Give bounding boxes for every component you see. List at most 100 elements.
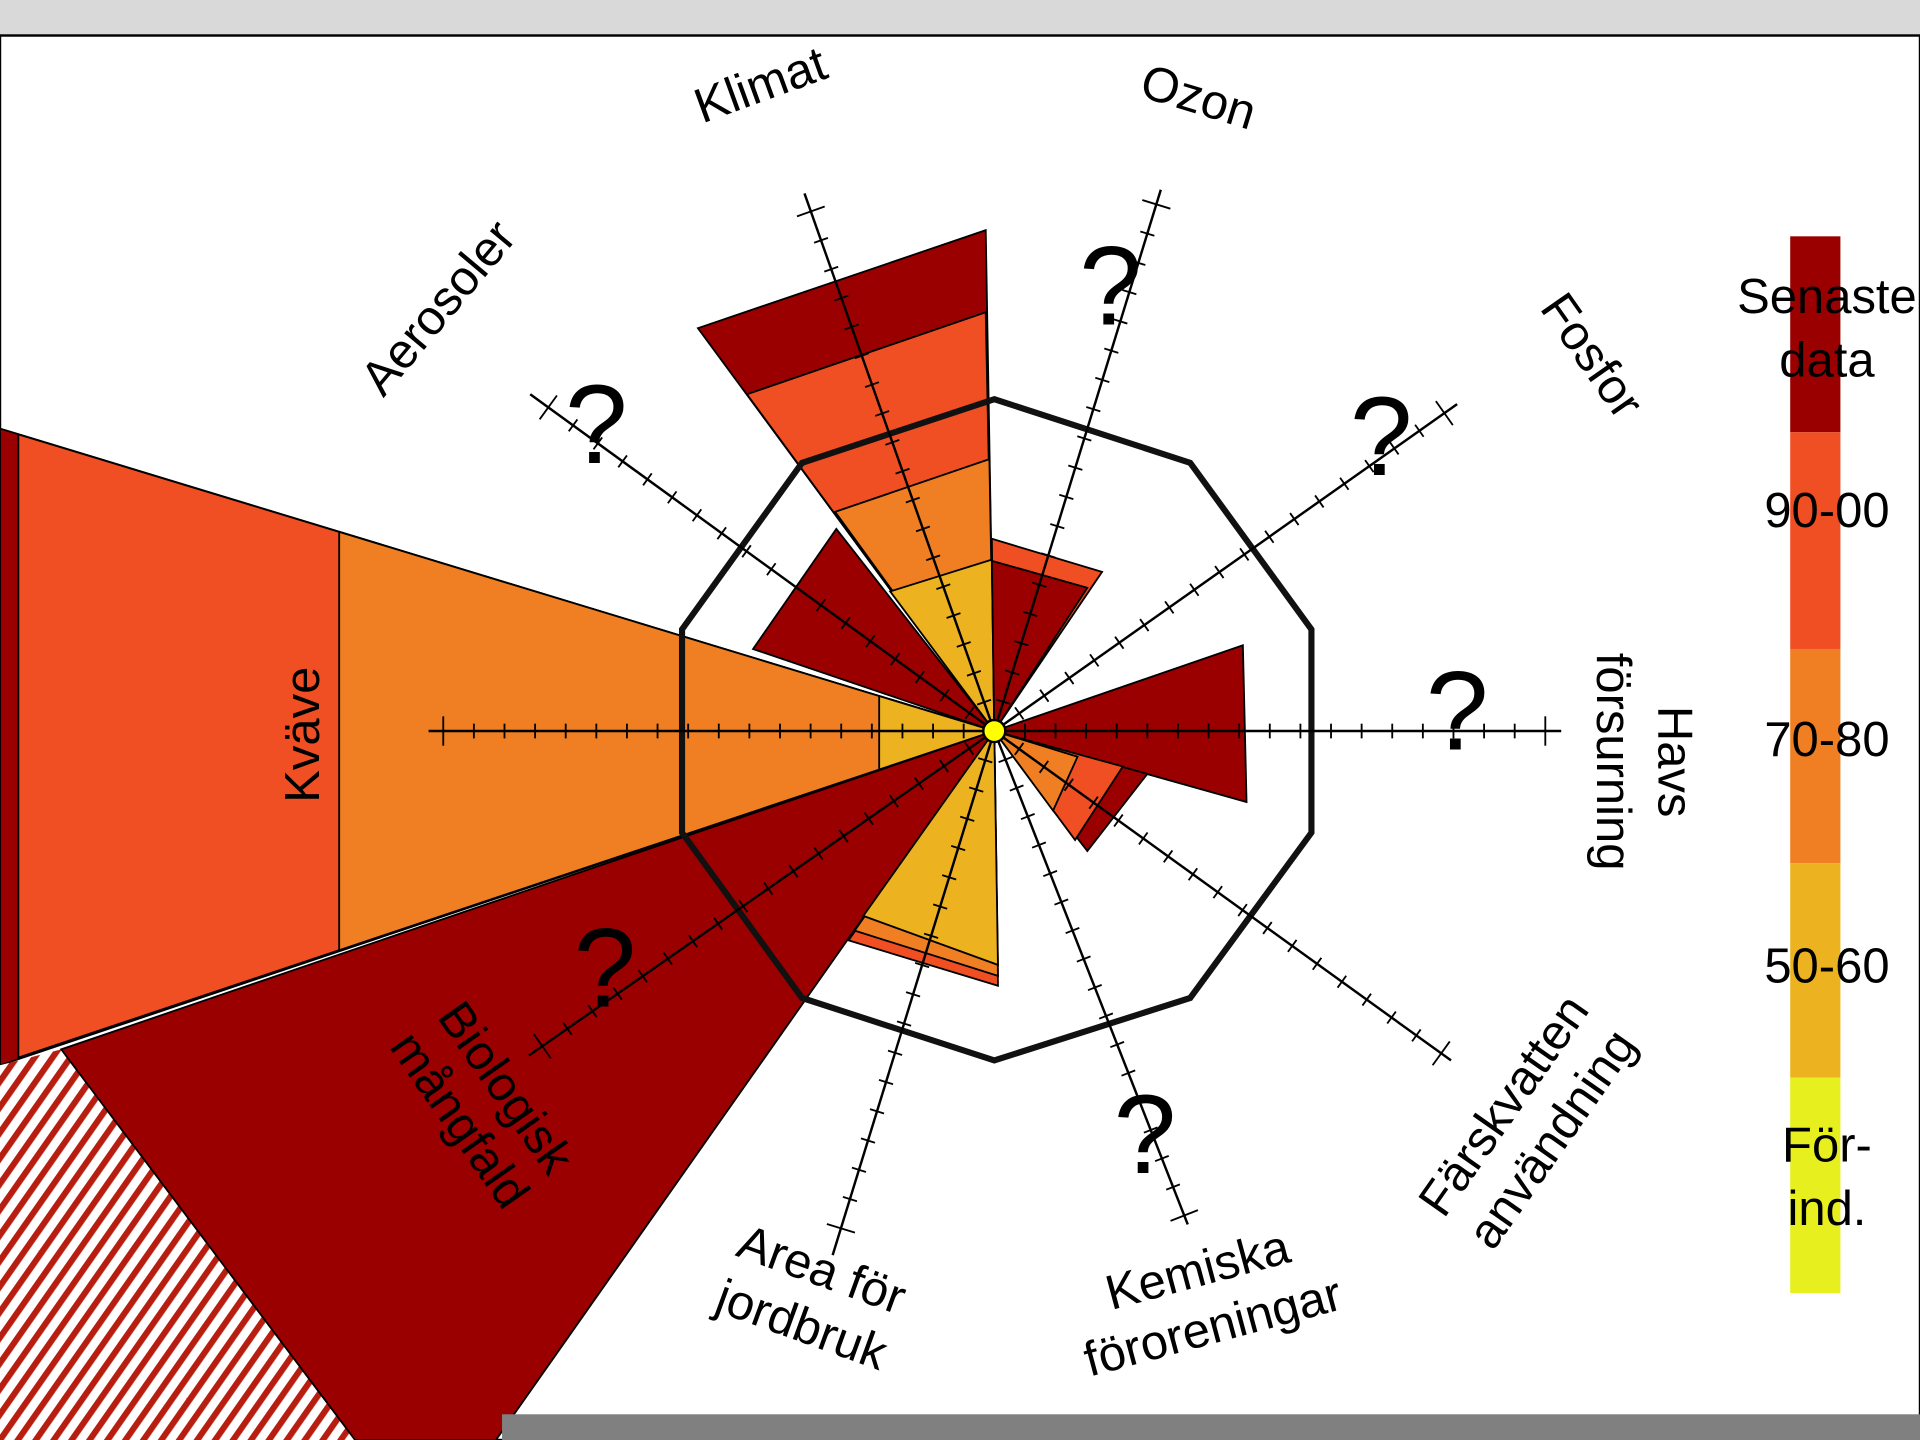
axis-tick [1142,199,1171,210]
legend-swatch [1790,648,1841,864]
axis-tick [716,526,727,540]
axis-tick [1212,885,1223,899]
axis-tick [998,755,1013,764]
axis-tick [1189,583,1200,597]
legend-label: Senaste [1737,270,1917,324]
axis-tick [1086,406,1101,413]
axis-tick [864,381,880,388]
axis-tick [1154,1154,1170,1163]
axis-tick [1239,547,1250,561]
axis-tick [1114,636,1125,650]
axis [993,730,1189,1225]
axis-tick [854,352,870,360]
axis-tick [1165,1183,1181,1191]
safe-boundary [678,395,1315,1064]
axis-tick [587,1004,598,1018]
axis-tick [895,467,910,475]
axis-tick [932,903,948,910]
axis-tick [1414,424,1425,438]
axis-tick [1098,1012,1114,1020]
axis-tick [890,652,901,666]
axis-tick [939,759,950,773]
axis-tick [860,1137,876,1144]
axis-tick [1014,706,1025,720]
axis-tick [842,1196,858,1203]
axis [528,730,995,1057]
axis-tick [1063,778,1074,792]
axis-tick [995,698,1011,705]
axis-tick [738,899,749,913]
axis-tick [1020,812,1035,821]
axis-tick [941,874,957,881]
axis-tick [914,961,930,969]
axis-tick [1131,259,1146,266]
axis-tick [946,612,961,619]
axis-tick [1113,318,1128,325]
axis-tick [1039,689,1050,703]
legend-swatch [1790,863,1841,1078]
axis-tick [1087,983,1103,992]
center-dot [982,718,1007,744]
wedges [0,228,1248,1440]
axis-tick [1059,493,1074,500]
unknown-marker: ? [1079,222,1142,348]
axis-tick [823,265,839,273]
axis-tick [834,294,849,302]
axis-tick [1163,849,1174,863]
axis-tick [1004,669,1020,676]
axis-tick [1164,600,1175,614]
axis-tick [538,394,558,420]
axis-tick [1077,435,1092,442]
axis-tick [1068,464,1083,471]
boundary-label-line: försurning [1586,653,1640,871]
axis-tick [959,815,975,822]
axis-tick [1132,1097,1147,1106]
axis-tick [896,1020,912,1027]
axis-tick [1411,1028,1422,1042]
axis [529,393,996,733]
axis-tick [1138,831,1149,845]
legend-swatch [1790,432,1841,649]
axis-tick [642,472,653,486]
axis-tick [1121,1069,1136,1077]
axis-tick [964,741,975,756]
axis-tick [1314,494,1325,508]
axis-tick [925,554,941,562]
axis-tick [1143,1126,1158,1134]
axis-tick [976,698,992,706]
axis-tick [1214,565,1225,579]
axis-tick [887,1049,903,1056]
legend-label: ind. [1787,1182,1866,1236]
axis-tick [915,525,931,533]
axis-tick [1076,955,1091,963]
axis-tick [688,934,698,948]
axis-tick [1389,441,1400,455]
axis-tick [1095,376,1110,383]
axis-tick [788,864,799,878]
axis-tick [1042,869,1058,878]
axis-tick [964,706,975,720]
axis-tick [950,844,966,852]
axis-tick [851,1166,867,1173]
axis-tick [840,616,851,630]
axis-tick [863,812,874,826]
axis-tick [1262,921,1273,935]
axis-tick [813,847,824,861]
axis-tick [562,1022,573,1036]
axis-tick [956,641,971,648]
axis-tick [1386,1011,1397,1025]
axis-tick [568,418,579,432]
bottom-bar [502,1414,1920,1440]
legend-swatch [1790,1077,1841,1294]
axis-tick [888,794,899,808]
axis [993,403,1458,733]
axis-tick [1237,903,1248,917]
axis-tick [791,580,802,594]
boundary-label: Kväve [276,667,330,803]
axis-tick [1009,784,1024,792]
axis-tick [977,757,993,764]
axis-tick [1054,898,1069,906]
axis-tick [1023,610,1038,618]
axis-tick [905,496,920,504]
